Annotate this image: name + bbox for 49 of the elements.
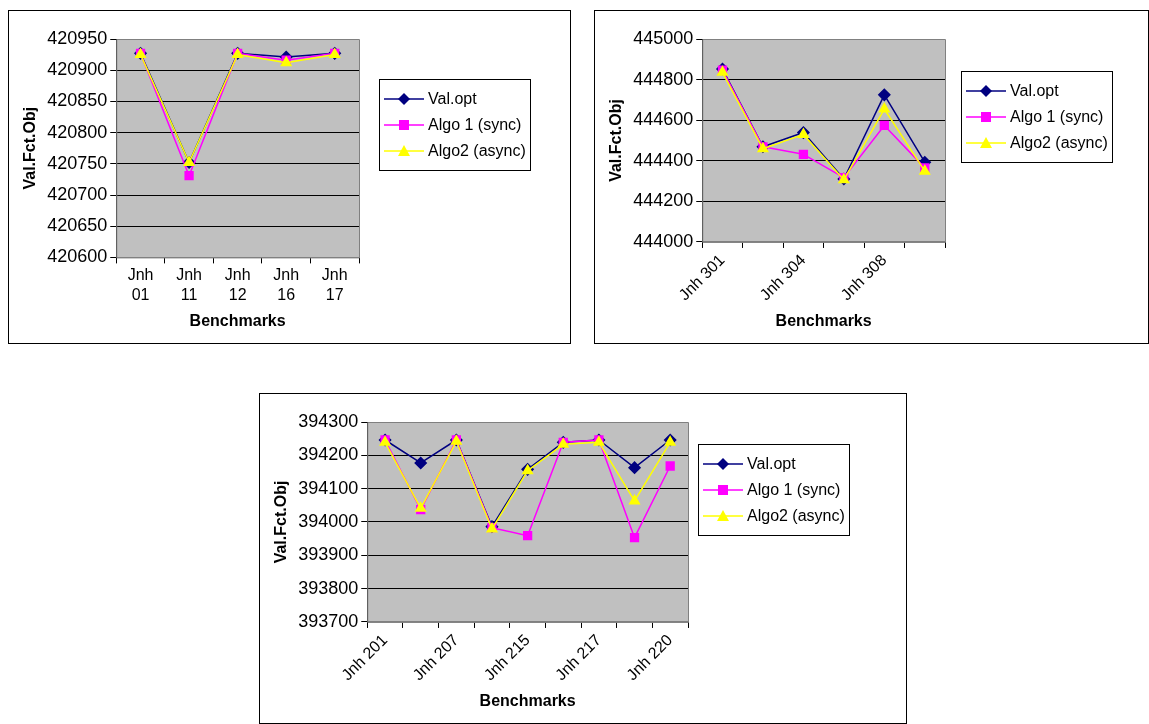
legend-label: Val.opt: [1010, 82, 1059, 100]
y-tick-label: 420900: [47, 59, 108, 80]
y-tick-label: 420950: [47, 27, 108, 48]
y-tick-label: 420850: [47, 90, 108, 111]
y-tick-label: 420650: [47, 215, 108, 236]
y-tick-label: 420800: [47, 121, 108, 142]
y-tick-label: 420750: [47, 152, 108, 173]
y-tick-label: 444600: [633, 109, 694, 130]
legend-label: Val.opt: [747, 455, 796, 473]
y-tick-label: 420600: [47, 246, 108, 267]
y-tick-label: 394000: [298, 510, 359, 531]
x-tick-label: Jnh 17: [321, 266, 348, 303]
x-axis-title: Benchmarks: [479, 691, 576, 709]
y-tick-label: 393800: [298, 577, 359, 598]
y-tick-label: 394300: [298, 410, 359, 431]
x-tick-label: Jnh 207: [409, 630, 462, 684]
y-axis-title: Val.Fct.Obj: [272, 480, 290, 564]
y-tick-label: 444800: [633, 68, 694, 89]
legend-label: Algo2 (async): [428, 142, 526, 160]
x-tick-label: Jnh 12: [224, 266, 251, 303]
x-tick-label: Jnh 215: [480, 630, 533, 684]
legend-label: Algo2 (async): [747, 507, 845, 525]
y-tick-label: 393700: [298, 610, 359, 631]
x-tick-label: Jnh 16: [273, 266, 300, 303]
legend-label: Algo 1 (sync): [747, 481, 841, 499]
x-tick-label: Jnh 217: [551, 630, 605, 684]
x-tick-label: Jnh 201: [338, 630, 391, 684]
x-tick-label: Jnh 11: [176, 266, 202, 303]
x-tick-label: Jnh 301: [675, 250, 728, 304]
y-tick-label: 420700: [47, 183, 108, 204]
y-tick-label: 394200: [298, 444, 359, 465]
y-tick-label: 444200: [633, 190, 694, 211]
y-tick-label: 393900: [298, 544, 359, 565]
y-tick-label: 445000: [633, 27, 694, 48]
x-tick-label: Jnh 01: [127, 266, 154, 303]
x-axis-title: Benchmarks: [189, 311, 286, 329]
y-axis-title: Val.Fct.Obj: [607, 99, 625, 182]
legend-label: Algo 1 (sync): [1010, 108, 1104, 126]
legend-label: Algo 1 (sync): [428, 116, 522, 134]
legend-label: Algo2 (async): [1010, 134, 1108, 152]
y-axis-title: Val.Fct.Obj: [21, 106, 39, 190]
x-axis-title: Benchmarks: [775, 311, 872, 329]
y-tick-label: 394100: [298, 477, 359, 498]
x-tick-label: Jnh 308: [837, 250, 890, 304]
y-tick-label: 444000: [633, 230, 694, 251]
y-tick-label: 444400: [633, 149, 694, 170]
legend-label: Val.opt: [428, 90, 477, 108]
x-tick-label: Jnh 220: [623, 630, 676, 684]
x-tick-label: Jnh 304: [756, 250, 809, 304]
